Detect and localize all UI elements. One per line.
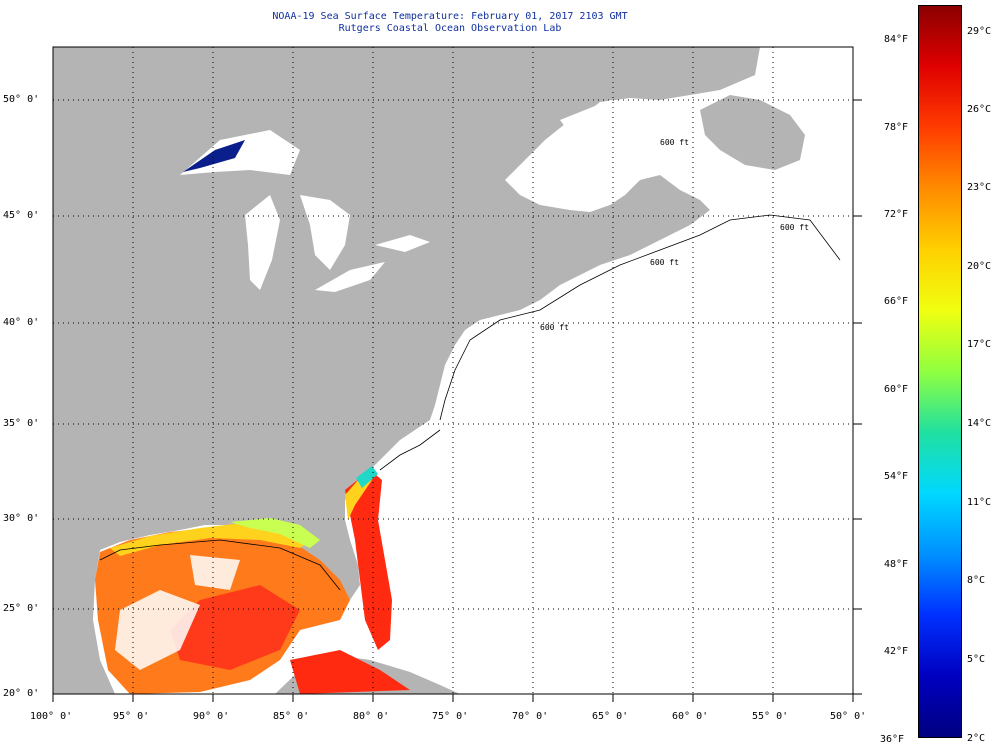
lon-label: 90° 0' bbox=[193, 711, 230, 722]
newfoundland-land bbox=[700, 95, 805, 170]
lon-label: 75° 0' bbox=[432, 711, 469, 722]
colorbar-f-label: 60°F bbox=[884, 384, 909, 395]
lon-label: 50° 0' bbox=[830, 711, 867, 722]
map-title: NOAA-19 Sea Surface Temperature: Februar… bbox=[272, 11, 628, 22]
colorbar-c-label: 17°C bbox=[967, 339, 992, 350]
ticks bbox=[52, 99, 862, 702]
north-america-land bbox=[53, 47, 760, 694]
isobath-label: 600 ft bbox=[660, 138, 689, 147]
temperature-colorbar bbox=[918, 5, 962, 738]
lon-label: 85° 0' bbox=[273, 711, 310, 722]
map-subtitle: Rutgers Coastal Ocean Observation Lab bbox=[338, 23, 562, 34]
lon-label: 100° 0' bbox=[30, 711, 73, 722]
map-area bbox=[53, 47, 853, 694]
isobath-label: 600 ft bbox=[780, 223, 809, 232]
lat-label: 30° 0' bbox=[3, 513, 40, 524]
lake-erie bbox=[315, 262, 385, 292]
lat-label: 35° 0' bbox=[3, 418, 40, 429]
isobath-label: 600 ft bbox=[650, 258, 679, 267]
lon-label: 60° 0' bbox=[672, 711, 709, 722]
colorbar-c-label: 5°C bbox=[967, 654, 986, 665]
colorbar-c-label: 20°C bbox=[967, 261, 992, 272]
graticule bbox=[53, 47, 853, 694]
colorbar-c-label: 23°C bbox=[967, 182, 992, 193]
colorbar-f-label: 48°F bbox=[884, 559, 909, 570]
lat-label: 20° 0' bbox=[3, 688, 40, 699]
gulf-stream-sst bbox=[345, 470, 392, 650]
colorbar-f-label: 42°F bbox=[884, 646, 909, 657]
colorbar-f-label: 78°F bbox=[884, 122, 909, 133]
lat-label: 50° 0' bbox=[3, 94, 40, 105]
lake-michigan bbox=[245, 195, 280, 290]
lat-label: 45° 0' bbox=[3, 210, 40, 221]
colorbar-c-label: 8°C bbox=[967, 575, 986, 586]
lat-label: 25° 0' bbox=[3, 603, 40, 614]
colorbar-f-label: 54°F bbox=[884, 471, 909, 482]
colorbar-c-label: 26°C bbox=[967, 104, 992, 115]
lon-label: 55° 0' bbox=[752, 711, 789, 722]
colorbar-f-label: 84°F bbox=[884, 34, 909, 45]
colorbar-c-label: 2°C bbox=[967, 733, 986, 744]
lat-label: 40° 0' bbox=[3, 317, 40, 328]
lon-label: 65° 0' bbox=[592, 711, 629, 722]
colorbar-c-label: 29°C bbox=[967, 26, 992, 37]
lake-ontario bbox=[375, 235, 430, 252]
isobath-label: 600 ft bbox=[540, 323, 569, 332]
colorbar-f-label: 72°F bbox=[884, 209, 909, 220]
colorbar-c-label: 11°C bbox=[967, 497, 992, 508]
lon-label: 95° 0' bbox=[113, 711, 150, 722]
lon-label: 70° 0' bbox=[512, 711, 549, 722]
colorbar-c-label: 14°C bbox=[967, 418, 992, 429]
lake-huron bbox=[300, 195, 350, 270]
colorbar-f-label: 66°F bbox=[884, 296, 909, 307]
lon-label: 80° 0' bbox=[353, 711, 390, 722]
colorbar-f-label: 36°F bbox=[880, 734, 905, 745]
